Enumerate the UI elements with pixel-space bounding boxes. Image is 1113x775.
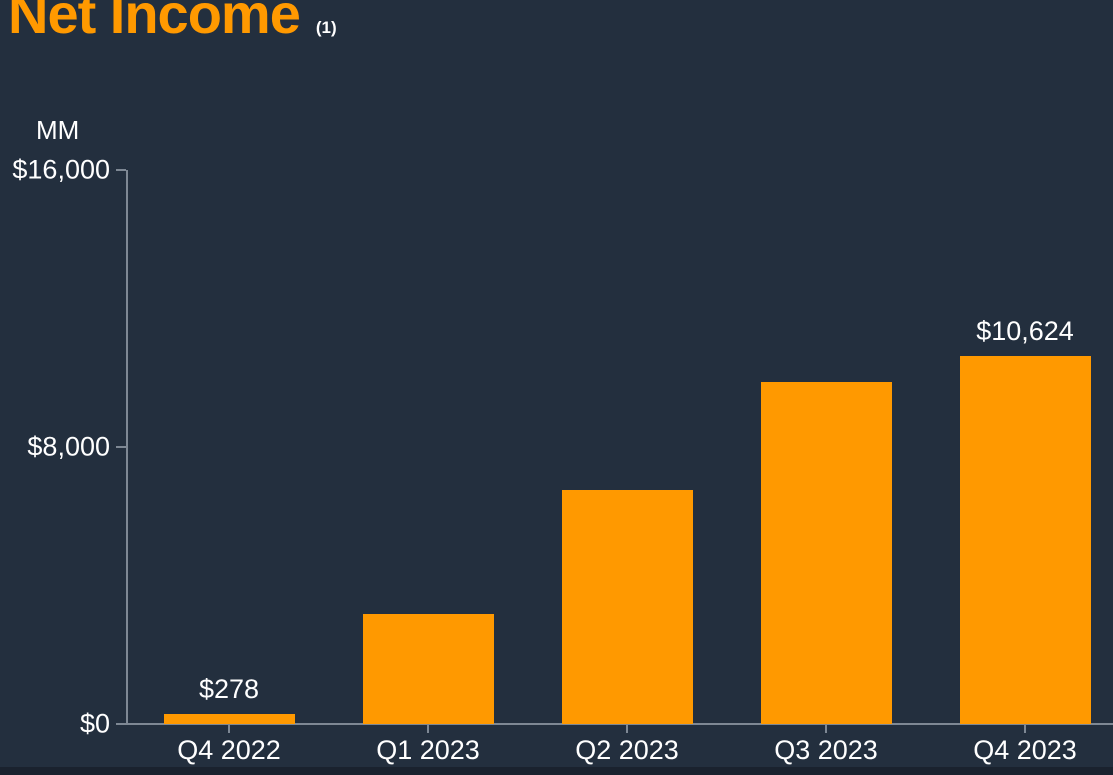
x-axis-tick [825, 725, 827, 733]
y-axis-tick [116, 446, 126, 448]
bar-q3-2023 [761, 382, 892, 724]
bar-value-label: $278 [198, 674, 260, 704]
x-axis-category-label: Q4 2022 [177, 735, 281, 765]
x-axis-category-label: Q2 2023 [575, 735, 679, 765]
bar-q2-2023 [562, 490, 693, 724]
x-axis-tick [626, 725, 628, 733]
y-axis-tick-label: $16,000 [12, 154, 110, 185]
page-title-text: Net Income [8, 0, 301, 45]
bar-value-label: $10,624 [976, 316, 1074, 346]
page-title: Net Income (1) [8, 0, 337, 44]
y-axis-tick [116, 169, 126, 171]
x-axis-category-label: Q3 2023 [774, 735, 878, 765]
y-axis-unit-label: MM [36, 115, 80, 145]
y-axis-tick-label: $8,000 [27, 431, 110, 462]
y-axis-tick-label: $0 [79, 708, 110, 739]
bar-q4-2023 [960, 356, 1091, 724]
y-axis-line [126, 170, 128, 725]
x-axis-line [126, 723, 1113, 725]
slide-bottom-strip [0, 767, 1113, 775]
bar-q4-2022 [164, 714, 295, 724]
x-axis-tick [1024, 725, 1026, 733]
footnote-marker: (1) [315, 18, 337, 37]
x-axis-tick [427, 725, 429, 733]
x-axis-category-label: Q1 2023 [376, 735, 480, 765]
y-axis-tick [116, 723, 126, 725]
x-axis-category-label: Q4 2023 [973, 735, 1077, 765]
bar-q1-2023 [363, 614, 494, 724]
x-axis-tick [228, 725, 230, 733]
